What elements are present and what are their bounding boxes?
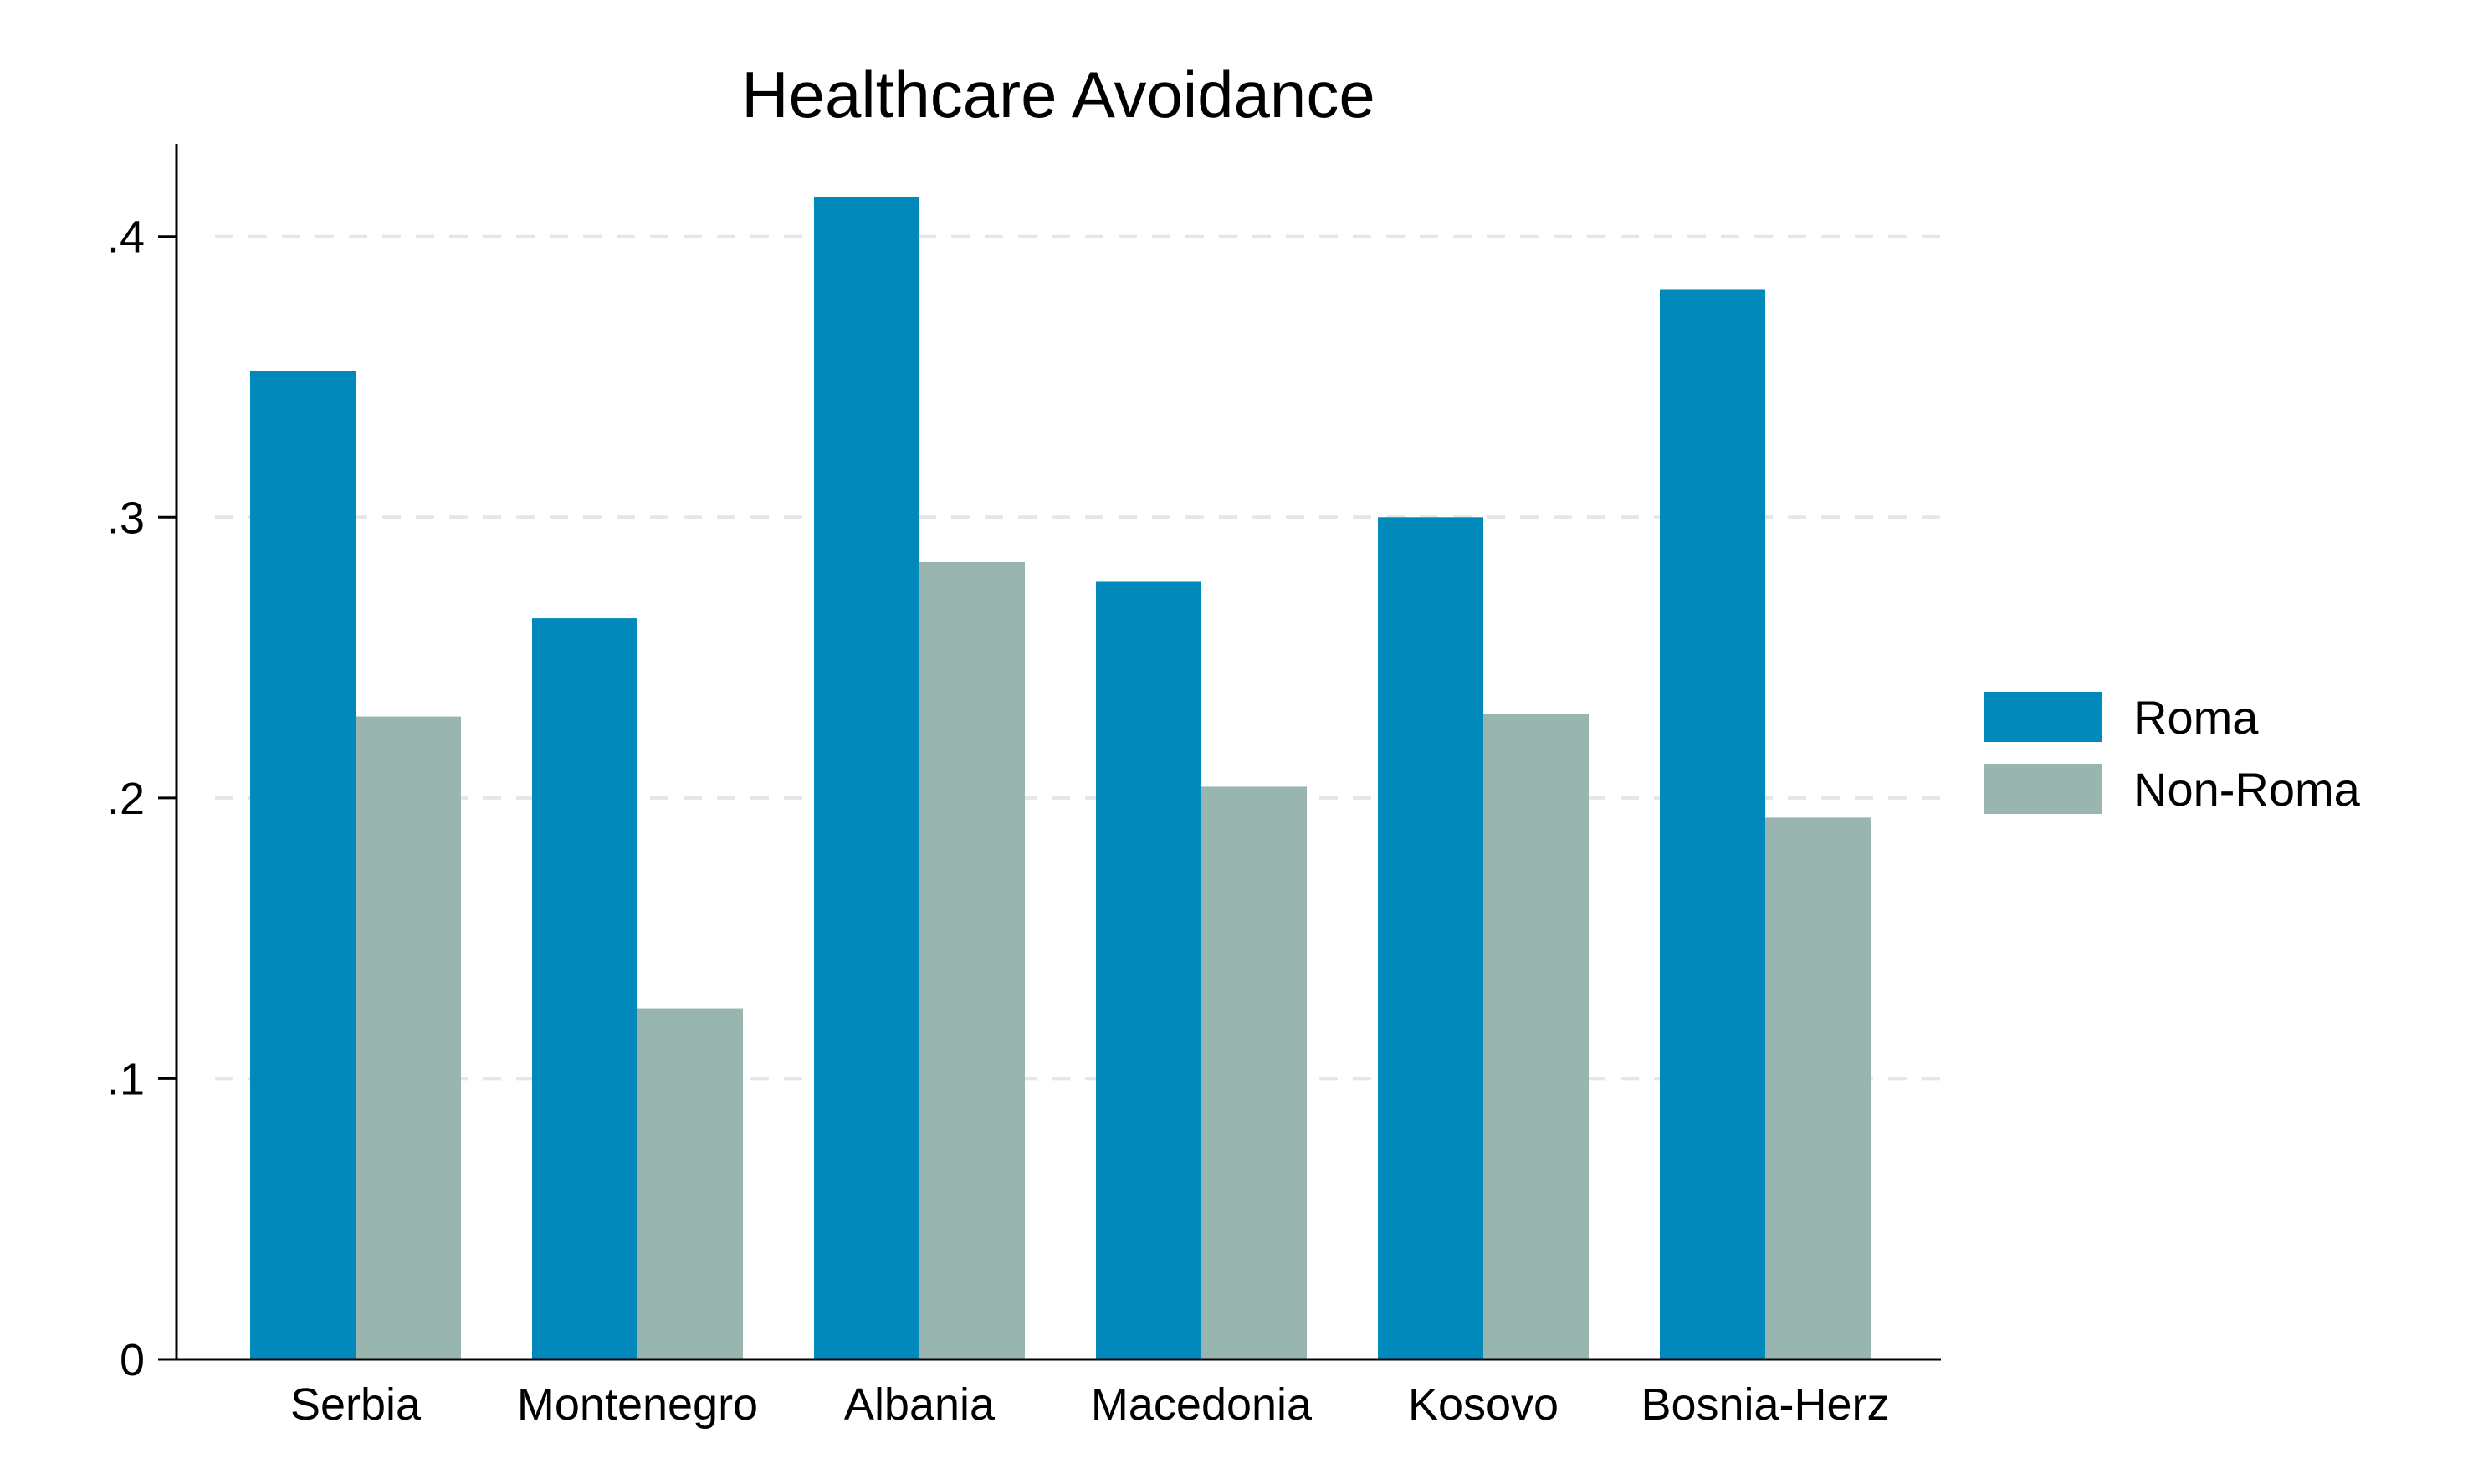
x-axis-labels: Serbia Montenegro Albania Macedonia Kosovo Bo… (290, 1379, 1890, 1430)
x-category-label: Serbia (290, 1379, 422, 1430)
legend-swatch-non-roma (1984, 764, 2102, 814)
y-tick-label: .4 (107, 212, 145, 263)
y-tick-label: .3 (107, 493, 145, 543)
y-tick-label: 0 (120, 1335, 145, 1385)
bars (250, 197, 1871, 1359)
y-tick-label: .1 (107, 1054, 145, 1104)
y-tick-label: .2 (107, 774, 145, 824)
bar-roma-bosnia-herz (1660, 289, 1765, 1359)
bar-non-roma-albania (919, 561, 1025, 1359)
bar-non-roma-bosnia-herz (1765, 817, 1871, 1359)
legend-label: Roma (2133, 691, 2259, 744)
x-category-label: Albania (844, 1379, 996, 1430)
bar-non-roma-montenegro (637, 1008, 743, 1359)
legend: Roma Non-Roma (1984, 691, 2361, 816)
x-category-label: Montenegro (517, 1379, 758, 1430)
x-category-label: Macedonia (1091, 1379, 1313, 1430)
bar-non-roma-kosovo (1483, 714, 1589, 1359)
bar-roma-montenegro (532, 618, 637, 1359)
legend-label: Non-Roma (2133, 763, 2361, 816)
chart-title: Healthcare Avoidance (741, 58, 1375, 131)
x-category-label: Bosnia-Herz (1641, 1379, 1889, 1430)
legend-swatch-roma (1984, 692, 2102, 742)
bar-non-roma-serbia (356, 716, 461, 1359)
x-category-label: Kosovo (1408, 1379, 1559, 1430)
bar-roma-albania (814, 197, 919, 1359)
bar-roma-serbia (250, 371, 356, 1359)
bar-non-roma-macedonia (1201, 786, 1307, 1359)
y-axis-ticks: 0 .1 .2 .3 .4 (107, 212, 177, 1385)
bar-roma-kosovo (1378, 517, 1483, 1359)
bar-roma-macedonia (1096, 581, 1201, 1359)
